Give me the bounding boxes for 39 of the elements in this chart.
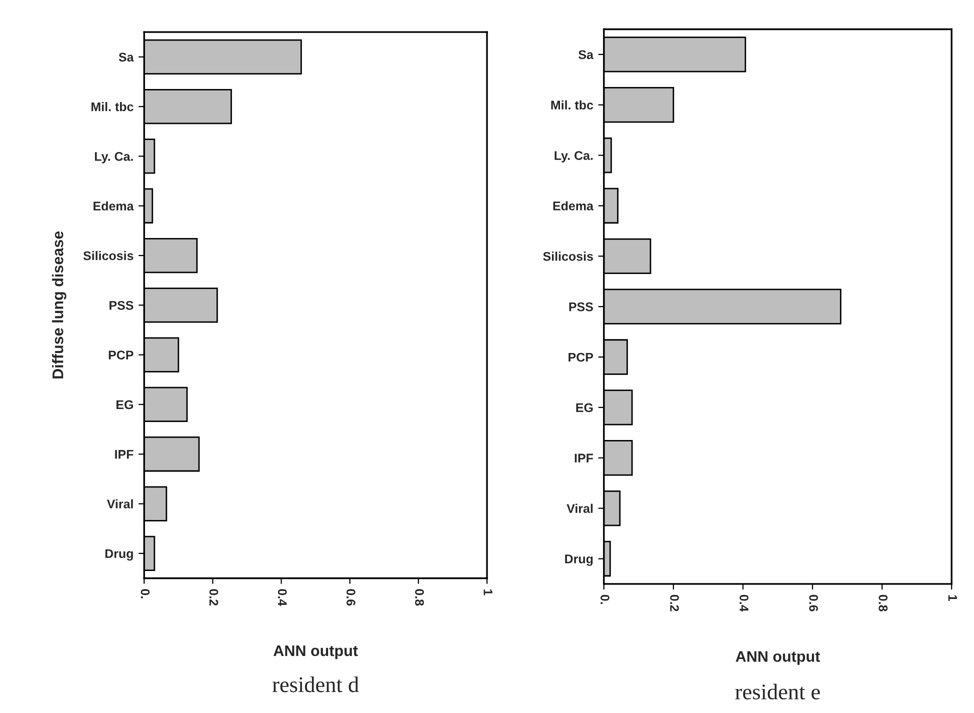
y-tick-label: IPF <box>574 454 594 462</box>
y-tick-label: Sa <box>118 52 134 62</box>
x-tick-label: 0. <box>600 594 610 604</box>
y-tick-label: PSS <box>569 302 593 312</box>
text: resident e <box>735 684 820 700</box>
x-tick-label: 0.4 <box>740 594 748 612</box>
y-tick-label: Mil. tbc <box>551 100 594 110</box>
y-tick-label: Viral <box>106 499 133 508</box>
x-tick-label: 1 <box>484 589 492 596</box>
y-tick-label: Edema <box>94 201 134 211</box>
x-tick-label: 0.6 <box>346 589 356 606</box>
y-tick-label: Silicosis <box>543 252 593 261</box>
y-tick-label: Drug <box>105 549 133 561</box>
y-tick-label: Edema <box>553 201 594 210</box>
y-tick-label: PCP <box>108 350 134 360</box>
text: resident d <box>272 676 359 692</box>
x-tick-label: 0. <box>140 589 150 598</box>
y-tick-label: Drug <box>565 554 593 566</box>
y-tick-label: Ly. Ca. <box>94 152 133 164</box>
y-tick-label: IPF <box>115 450 134 459</box>
y-tick-label: Sa <box>578 50 594 60</box>
x-tick-label: 0.8 <box>878 594 888 612</box>
x-tick-label: 1 <box>948 595 957 601</box>
x-tick-label: 0.4 <box>278 589 287 606</box>
y-tick-label: Viral <box>566 504 593 513</box>
x-tick-label: 0.2 <box>209 589 218 606</box>
y-tick-label: Mil. tbc <box>92 102 134 112</box>
x-axis-title: ANN output <box>736 651 820 665</box>
y-tick-label: Ly. Ca. <box>554 151 593 162</box>
y-tick-label: PSS <box>110 300 134 310</box>
y-tick-label: EG <box>116 400 133 410</box>
x-axis-title: ANN output <box>274 645 358 660</box>
y-axis-title: Diffuse lung disease <box>52 231 66 378</box>
y-tick-label: Silicosis <box>83 250 134 260</box>
x-tick-label: 0.6 <box>809 594 818 612</box>
x-tick-label: 0.2 <box>670 594 679 612</box>
x-tick-label: 0.8 <box>415 589 424 606</box>
y-tick-label: PCP <box>568 352 594 362</box>
y-tick-label: EG <box>576 403 593 412</box>
